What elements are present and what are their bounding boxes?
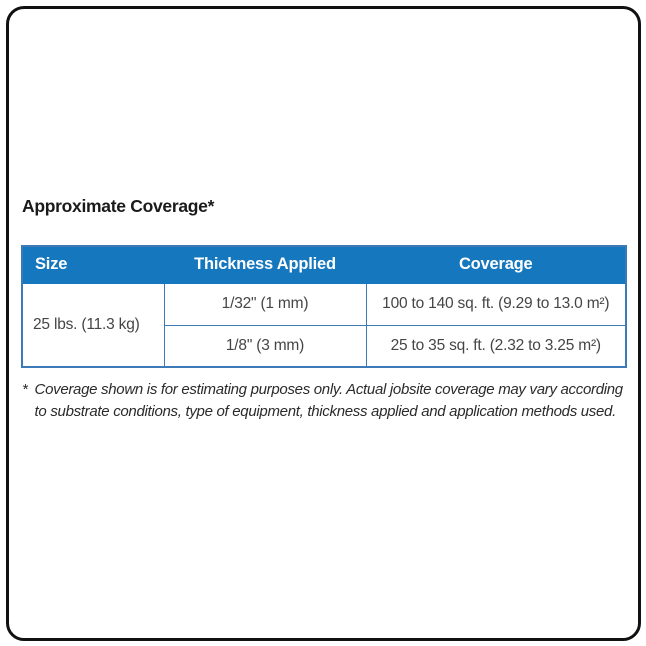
coverage-cell: 100 to 140 sq. ft. (9.29 to 13.0 m²) — [365, 282, 627, 326]
section-heading: Approximate Coverage* — [22, 196, 215, 216]
table-header-row: Size Thickness Applied Coverage — [21, 245, 627, 284]
size-value-cell: 25 lbs. (11.3 kg) — [21, 282, 165, 368]
column-header-thickness-applied: Thickness Applied — [163, 245, 367, 284]
table-row: 25 lbs. (11.3 kg) 1/32" (1 mm) 100 to 14… — [21, 282, 627, 368]
table-row: 1/8" (3 mm) 25 to 35 sq. ft. (2.32 to 3.… — [22, 324, 627, 368]
column-header-size: Size — [21, 245, 165, 284]
footnote-asterisk: * — [22, 381, 28, 398]
thickness-cell: 1/8" (3 mm) — [163, 324, 367, 368]
column-header-coverage: Coverage — [365, 245, 627, 284]
coverage-cell: 25 to 35 sq. ft. (2.32 to 3.25 m²) — [365, 324, 627, 368]
coverage-table: Size Thickness Applied Coverage 25 lbs. … — [21, 245, 627, 368]
footnote-text: Coverage shown is for estimating purpose… — [34, 381, 624, 420]
thickness-cell: 1/32" (1 mm) — [163, 282, 367, 326]
footnote: * Coverage shown is for estimating purpo… — [22, 379, 634, 423]
